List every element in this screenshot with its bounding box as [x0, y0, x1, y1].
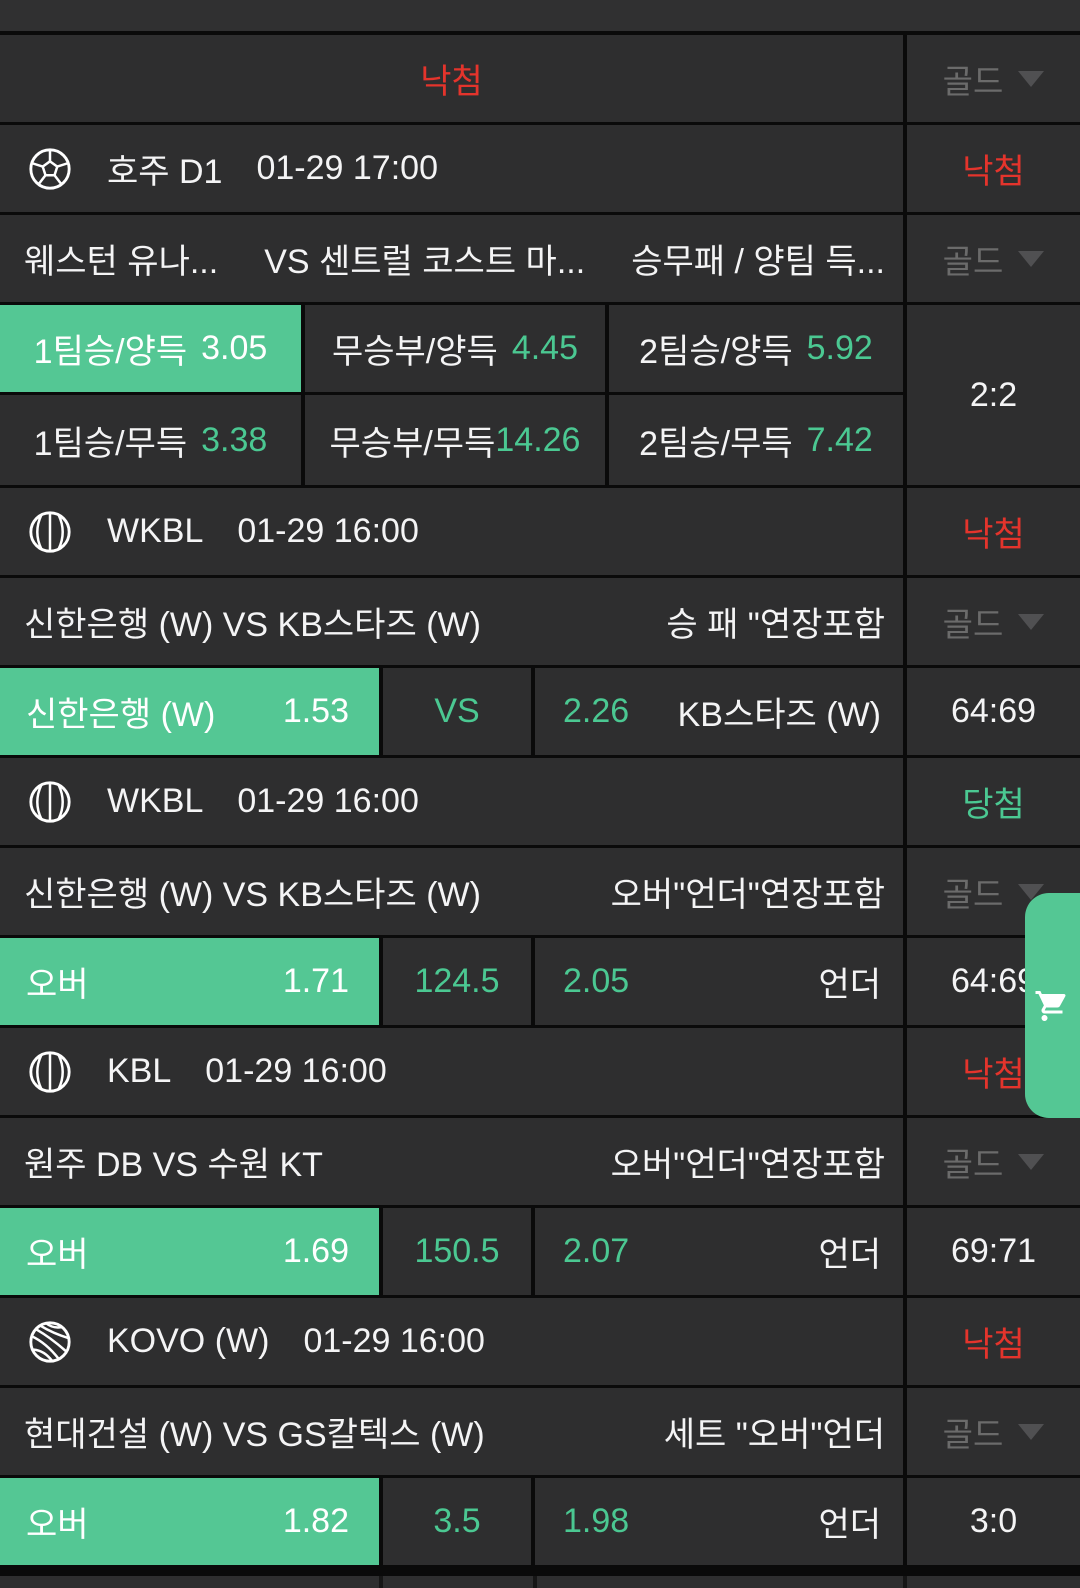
status-badge: 당첨	[962, 786, 1025, 824]
match-row-kovo: 현대건설 (W) VS GS칼텍스 (W) 세트 "오버"언더 골드	[0, 1388, 1080, 1478]
gold-dropdown[interactable]: 골드	[903, 1118, 1080, 1205]
odds-cell-home[interactable]: 신한은행 (W) 1.53	[0, 668, 379, 755]
soccer-icon	[27, 146, 73, 192]
market-label: 오버"언더"연장포함	[610, 1146, 885, 1184]
odds-cell-2team-win-both-score[interactable]: 2팀승/양득 5.92	[605, 305, 903, 392]
league-row-kovo: KOVO (W) 01-29 16:00 낙첨	[0, 1298, 1080, 1388]
final-score: 2:2	[903, 305, 1080, 485]
match-teams: 현대건설 (W) VS GS칼텍스 (W)	[24, 1416, 485, 1454]
league-datetime: 01-29 16:00	[205, 1052, 387, 1090]
league-row-kbl: KBL 01-29 16:00 낙첨	[0, 1028, 1080, 1118]
volleyball-icon	[27, 1319, 73, 1365]
match-row-aus: 웨스턴 유나... VS 센트럴 코스트 마... 승무패 / 양팀 득... …	[0, 215, 1080, 305]
gold-dropdown[interactable]: 골드	[903, 1388, 1080, 1475]
header-result-label: 낙첨	[420, 63, 483, 101]
previous-card-strip	[0, 0, 1080, 35]
match-teams: 신한은행 (W) VS KB스타즈 (W)	[24, 606, 481, 644]
odds-cell-1team-win-no-score[interactable]: 1팀승/무득 3.38	[33, 420, 268, 463]
gold-label: 골드	[942, 1145, 1004, 1183]
gold-label: 골드	[942, 242, 1004, 280]
league-row-wkbl-2: WKBL 01-29 16:00 당첨	[0, 758, 1080, 848]
odds-cell-over[interactable]: 오버 1.69	[0, 1208, 379, 1295]
final-score: 3:0	[903, 1478, 1080, 1565]
basketball-icon	[27, 509, 73, 555]
odds-cell-away[interactable]: 2.26 KB스타즈 (W)	[531, 668, 903, 755]
league-name: WKBL	[107, 782, 204, 820]
final-score: 64:69	[903, 938, 1080, 1025]
final-score: 69:71	[903, 1208, 1080, 1295]
league-datetime: 01-29 16:00	[237, 782, 419, 820]
odds-cell-under[interactable]: 1.98 언더	[531, 1478, 903, 1565]
odds-row-wkbl-1: 신한은행 (W) 1.53 VS 2.26 KB스타즈 (W) 64:69	[0, 668, 1080, 758]
odds-cell-2team-win-no-score[interactable]: 2팀승/무득 7.42	[605, 395, 903, 485]
market-label: 오버"언더"연장포함	[610, 876, 885, 914]
match-row-wkbl-1: 신한은행 (W) VS KB스타즈 (W) 승 패 "연장포함 골드	[0, 578, 1080, 668]
market-label: 승무패 / 양팀 득...	[631, 243, 885, 281]
gold-dropdown[interactable]: 골드	[903, 215, 1080, 302]
status-badge: 낙첨	[962, 516, 1025, 554]
header-gold-dropdown[interactable]: 골드	[903, 35, 1080, 122]
match-teams: 원주 DB VS 수원 KT	[24, 1146, 323, 1184]
gold-label: 골드	[942, 605, 1004, 643]
match-teams: 신한은행 (W) VS KB스타즈 (W)	[24, 876, 481, 914]
odds-row-kbl: 오버 1.69 150.5 2.07 언더 69:71	[0, 1208, 1080, 1298]
odds-row-kovo: 오버 1.82 3.5 1.98 언더 3:0	[0, 1478, 1080, 1568]
chevron-down-icon	[1018, 1423, 1045, 1440]
match-row-kbl: 원주 DB VS 수원 KT 오버"언더"연장포함 골드	[0, 1118, 1080, 1208]
chevron-down-icon	[1018, 1153, 1045, 1170]
odds-cell-1team-win-both-score[interactable]: 1팀승/양득 3.05	[0, 305, 301, 392]
odds-cell-handicap: 124.5	[379, 938, 531, 1025]
team-away: VS 센트럴 코스트 마...	[264, 243, 586, 281]
gold-label: 골드	[942, 1415, 1004, 1453]
market-label: 세트 "오버"언더	[663, 1416, 885, 1454]
odds-cell-handicap: 3.5	[379, 1478, 531, 1565]
odds-cell-middle: VS	[379, 668, 531, 755]
league-row-wkbl-1: WKBL 01-29 16:00 낙첨	[0, 488, 1080, 578]
gold-label: 골드	[942, 62, 1004, 100]
chevron-down-icon	[1018, 613, 1045, 630]
gold-dropdown[interactable]: 골드	[903, 848, 1080, 935]
status-badge: 낙첨	[962, 1326, 1025, 1364]
market-label: 승 패 "연장포함	[666, 606, 885, 644]
cart-icon	[1035, 990, 1066, 1021]
odds-cell-draw-both-score[interactable]: 무승부/양득 4.45	[301, 305, 605, 392]
chevron-down-icon	[1018, 250, 1045, 267]
status-badge: 낙첨	[962, 153, 1025, 191]
league-datetime: 01-29 16:00	[237, 512, 419, 550]
gold-dropdown[interactable]: 골드	[903, 578, 1080, 665]
bet-cart-button[interactable]	[1025, 893, 1080, 1118]
odds-cell-draw-no-score[interactable]: 무승부/무득 14.26	[301, 395, 605, 485]
match-row-wkbl-2: 신한은행 (W) VS KB스타즈 (W) 오버"언더"연장포함 골드	[0, 848, 1080, 938]
league-row-aus-d1: 호주 D1 01-29 17:00 낙첨	[0, 125, 1080, 215]
chevron-down-icon	[1018, 70, 1045, 87]
odds-cell-over[interactable]: 오버 1.82	[0, 1478, 379, 1565]
league-datetime: 01-29 16:00	[303, 1322, 485, 1360]
league-name: WKBL	[107, 512, 204, 550]
odds-cell-handicap: 150.5	[379, 1208, 531, 1295]
league-name: KOVO (W)	[107, 1322, 270, 1360]
odds-cell-under[interactable]: 2.05 언더	[531, 938, 903, 1025]
status-badge: 낙첨	[962, 1056, 1025, 1094]
odds-cell-under[interactable]: 2.07 언더	[531, 1208, 903, 1295]
team-home: 웨스턴 유나...	[24, 243, 219, 281]
final-score: 64:69	[903, 668, 1080, 755]
next-card-strip	[0, 1576, 1080, 1588]
league-name: 호주 D1	[107, 153, 223, 191]
header-result: 낙첨	[0, 35, 903, 122]
header-row: 낙첨 골드	[0, 35, 1080, 125]
basketball-icon	[27, 779, 73, 825]
gold-label: 골드	[942, 875, 1004, 913]
league-datetime: 01-29 17:00	[256, 149, 438, 187]
bottom-divider	[0, 1568, 1080, 1576]
odds-cell-over[interactable]: 오버 1.71	[0, 938, 379, 1025]
basketball-icon	[27, 1049, 73, 1095]
odds-row-wkbl-2: 오버 1.71 124.5 2.05 언더 64:69	[0, 938, 1080, 1028]
league-name: KBL	[107, 1052, 172, 1090]
odds-grid: 1팀승/양득 3.05 무승부/양득 4.45 2팀승/양득 5.92 1팀승/…	[0, 305, 1080, 488]
